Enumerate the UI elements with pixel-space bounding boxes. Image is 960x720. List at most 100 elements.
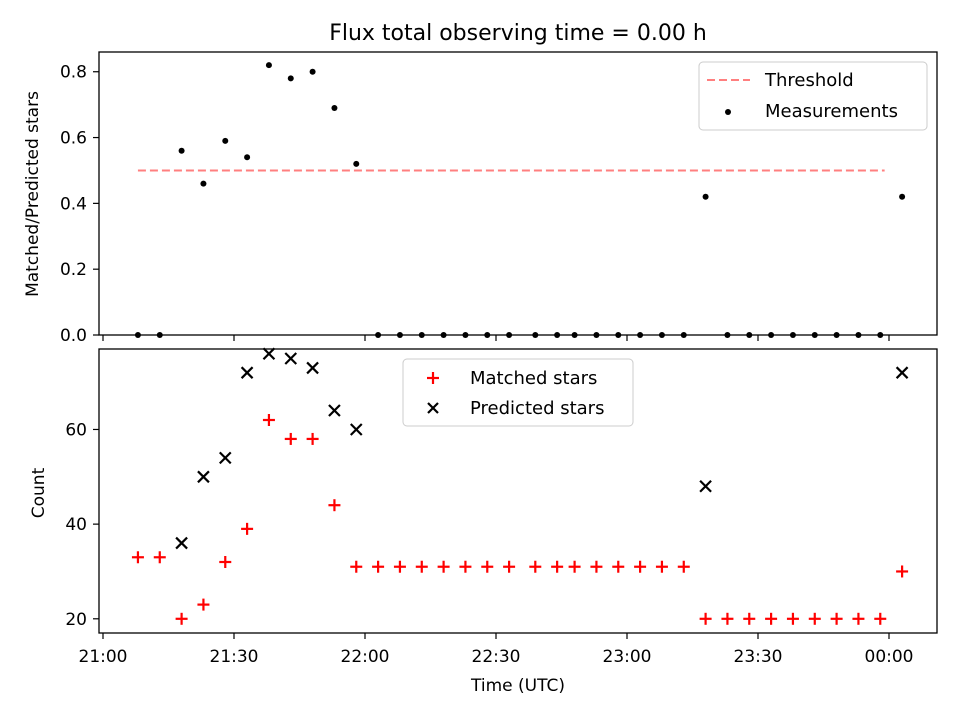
chart-title: Flux total observing time = 0.00 h <box>329 21 707 46</box>
matched-legend-label: Matched stars <box>470 368 597 389</box>
bottom-plot-frame <box>98 348 938 634</box>
matched-star-point <box>786 612 799 625</box>
predicted-star-point <box>699 479 712 493</box>
measurement-point <box>265 62 272 69</box>
x-tick-label: 23:00 <box>603 647 652 667</box>
predicted-star-point <box>284 352 298 365</box>
matched-star-point <box>655 560 668 573</box>
matched-star-point <box>808 612 821 625</box>
matched-star-point <box>284 432 297 445</box>
top-y-tick-label: 0.4 <box>60 194 87 214</box>
measurement-point <box>877 332 884 338</box>
measurement-point <box>484 332 491 338</box>
measurement-point <box>287 75 294 82</box>
matched-star-point <box>743 612 756 625</box>
measurement-point <box>658 332 665 338</box>
top-plot-frame <box>98 51 938 336</box>
top-legend: Threshold Measurements <box>698 61 928 131</box>
x-tick-label: 00:00 <box>865 647 914 667</box>
matched-star-point <box>852 612 865 625</box>
predicted-star-point <box>349 423 363 436</box>
x-tick-label: 22:30 <box>472 647 521 667</box>
measurement-point <box>244 154 251 161</box>
measurement-point <box>506 332 513 338</box>
bottom-plot: 20 40 60 21:00 21:30 22:00 22:30 23:00 23:30 00:0… <box>29 347 938 696</box>
threshold-legend-label: Threshold <box>764 70 854 91</box>
matched-star-point <box>765 612 778 625</box>
matched-star-point <box>153 551 166 564</box>
x-tick-label: 21:30 <box>210 647 259 667</box>
predicted-star-point <box>895 366 909 379</box>
measurement-point <box>833 332 840 338</box>
predicted-legend-label: Predicted stars <box>470 398 604 419</box>
predicted-star-point <box>328 404 341 417</box>
measurement-point <box>855 332 862 338</box>
measurement-point <box>571 332 578 338</box>
measurement-point <box>396 332 403 338</box>
top-legend-box <box>698 61 928 131</box>
measurements-legend-label: Measurements <box>765 101 898 122</box>
measurement-point <box>440 332 447 338</box>
measurement-point <box>418 332 425 338</box>
measurement-point <box>462 332 469 338</box>
matched-star-point <box>415 560 428 573</box>
top-plot: Flux total observing time = 0.00 h 0.0 0.… <box>23 21 938 346</box>
matched-star-point <box>699 612 712 625</box>
bottom-y-tick-label: 60 <box>65 420 87 440</box>
matched-star-point <box>372 560 385 573</box>
measurement-point <box>134 332 141 338</box>
matched-star-point <box>437 560 450 573</box>
matched-star-point <box>131 551 144 564</box>
matched-star-point <box>612 560 625 573</box>
measurement-point <box>532 332 539 338</box>
matched-star-point <box>197 598 210 611</box>
measurement-point <box>309 68 316 75</box>
x-tick-label: 22:00 <box>341 647 390 667</box>
bottom-y-tick-label: 20 <box>65 610 87 630</box>
measurement-point <box>789 332 796 338</box>
measurement-point <box>768 332 775 338</box>
matched-star-point <box>459 560 472 573</box>
measurement-point <box>899 193 906 200</box>
measurements-legend-swatch <box>725 109 731 115</box>
matched-star-point <box>551 560 564 573</box>
predicted-star-point <box>197 470 210 484</box>
predicted-star-point <box>306 361 319 375</box>
matched-star-point <box>219 556 232 568</box>
matched-legend-swatch <box>427 372 439 384</box>
matched-star-point <box>328 499 341 512</box>
matched-star-point <box>175 612 188 625</box>
matched-star-point <box>896 565 909 578</box>
matched-star-point <box>481 560 494 573</box>
matched-star-point <box>721 612 734 625</box>
predicted-star-point <box>262 347 276 361</box>
predicted-star-point <box>175 536 188 550</box>
measurement-point <box>811 332 818 338</box>
matched-star-point <box>503 560 516 573</box>
measurement-point <box>200 180 207 187</box>
predicted-legend-swatch <box>427 402 439 414</box>
matched-star-point <box>634 560 647 573</box>
top-y-tick-label: 0.0 <box>60 326 87 346</box>
measurement-point <box>615 332 622 338</box>
matched-star-point <box>241 522 254 535</box>
measurement-point <box>178 147 185 154</box>
measurement-point <box>680 332 687 338</box>
bottom-y-tick-label: 40 <box>65 515 87 535</box>
measurement-point <box>375 332 382 338</box>
x-axis-label: Time (UTC) <box>470 676 565 696</box>
measurement-point <box>331 104 338 111</box>
measurement-point <box>724 332 731 338</box>
measurement-point <box>554 332 561 338</box>
matched-star-point <box>677 560 690 573</box>
measurement-point <box>222 137 229 144</box>
measurement-point <box>702 193 709 200</box>
matched-star-point <box>830 612 843 625</box>
matched-star-point <box>568 560 581 573</box>
bottom-legend: Matched stars Predicted stars <box>402 358 634 427</box>
top-y-tick-label: 0.2 <box>60 260 87 280</box>
matched-star-point <box>306 432 319 445</box>
x-tick-label: 21:00 <box>79 647 128 667</box>
matched-star-point <box>874 612 887 625</box>
matched-star-point <box>262 414 275 426</box>
